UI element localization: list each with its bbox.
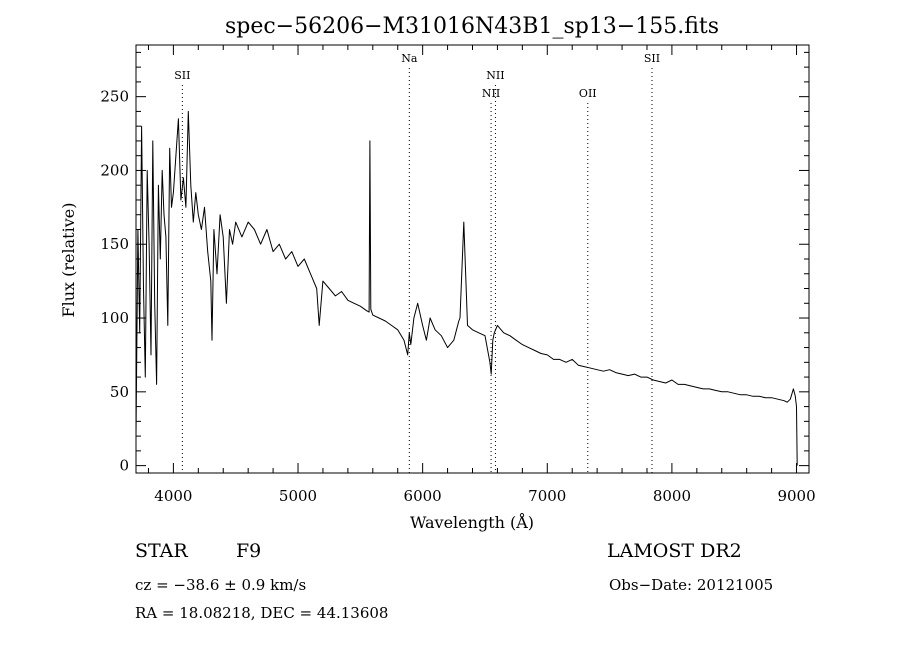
obs-date: Obs−Date: 20121005 [609, 576, 774, 594]
y-tick-label-4: 200 [100, 161, 129, 179]
spectrum-line [135, 110, 798, 466]
x-tick-label-5: 9000 [777, 487, 815, 505]
x-tick-label-4: 8000 [653, 487, 691, 505]
y-axis-label: Flux (relative) [59, 203, 78, 318]
plot-frame [135, 44, 810, 474]
object-subclass: F9 [236, 540, 262, 562]
redshift-text: cz = −38.6 ± 0.9 km/s [135, 576, 307, 594]
line-marker-label-2: NII [482, 87, 500, 100]
object-class: STAR [135, 540, 188, 562]
spectrum-chart: spec−56206−M31016N43B1_sp13−155.fits SII… [59, 14, 816, 532]
chart-title: spec−56206−M31016N43B1_sp13−155.fits [225, 14, 719, 39]
y-tick-label-5: 250 [100, 88, 129, 106]
x-tick-label-1: 5000 [279, 487, 317, 505]
y-tick-label-1: 50 [110, 383, 129, 401]
plot-area: SII Na NII NII OII SII 4000 5000 6000 7000 8000 900… [100, 44, 816, 505]
survey-name: LAMOST DR2 [607, 540, 742, 562]
line-marker-label-3: NII [486, 69, 504, 82]
x-tick-label-0: 4000 [154, 487, 192, 505]
line-marker-label-5: SII [644, 52, 660, 65]
x-axis-label: Wavelength (Å) [410, 512, 534, 532]
coordinates-text: RA = 18.08218, DEC = 44.13608 [135, 604, 389, 622]
line-marker-label-4: OII [579, 87, 597, 100]
line-marker-label-1: Na [401, 52, 418, 65]
y-tick-label-3: 150 [100, 235, 129, 253]
x-tick-label-3: 7000 [528, 487, 566, 505]
y-tick-label-2: 100 [100, 309, 129, 327]
line-marker-label-0: SII [174, 69, 190, 82]
y-tick-label-0: 0 [119, 457, 129, 475]
x-tick-label-2: 6000 [404, 487, 442, 505]
